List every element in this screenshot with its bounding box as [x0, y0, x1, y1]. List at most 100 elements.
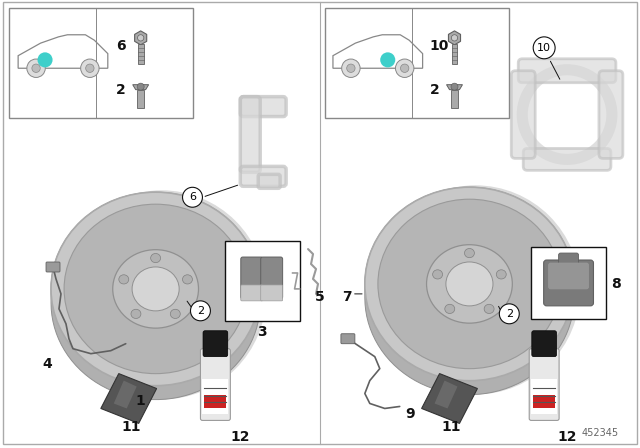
- FancyBboxPatch shape: [533, 395, 555, 408]
- Text: 10: 10: [429, 39, 449, 53]
- Circle shape: [401, 64, 409, 73]
- Ellipse shape: [426, 245, 513, 323]
- Ellipse shape: [433, 270, 443, 279]
- Ellipse shape: [484, 304, 494, 314]
- FancyBboxPatch shape: [532, 331, 557, 357]
- Ellipse shape: [371, 185, 580, 395]
- Ellipse shape: [150, 254, 161, 263]
- Ellipse shape: [113, 250, 198, 328]
- FancyBboxPatch shape: [225, 241, 300, 321]
- FancyBboxPatch shape: [511, 71, 535, 159]
- Text: 9: 9: [406, 407, 415, 422]
- Ellipse shape: [445, 304, 455, 314]
- Polygon shape: [435, 380, 458, 409]
- Circle shape: [182, 187, 202, 207]
- Polygon shape: [333, 35, 422, 68]
- Polygon shape: [132, 85, 148, 90]
- FancyBboxPatch shape: [260, 257, 283, 299]
- FancyBboxPatch shape: [543, 260, 593, 306]
- FancyBboxPatch shape: [524, 148, 611, 170]
- FancyBboxPatch shape: [240, 97, 286, 116]
- FancyBboxPatch shape: [241, 257, 262, 299]
- Text: 11: 11: [442, 420, 461, 435]
- FancyBboxPatch shape: [531, 379, 557, 414]
- Text: 4: 4: [42, 357, 52, 370]
- Text: 12: 12: [230, 431, 250, 444]
- Circle shape: [342, 59, 360, 78]
- FancyBboxPatch shape: [260, 285, 283, 301]
- Ellipse shape: [496, 270, 506, 279]
- FancyBboxPatch shape: [200, 349, 230, 420]
- Circle shape: [27, 59, 45, 78]
- FancyBboxPatch shape: [599, 71, 623, 159]
- Circle shape: [191, 301, 211, 321]
- Circle shape: [396, 59, 414, 78]
- FancyBboxPatch shape: [46, 262, 60, 272]
- Circle shape: [499, 304, 519, 324]
- Polygon shape: [51, 192, 260, 400]
- Ellipse shape: [131, 309, 141, 319]
- FancyBboxPatch shape: [9, 8, 193, 117]
- FancyBboxPatch shape: [341, 334, 355, 344]
- Text: 12: 12: [557, 431, 577, 444]
- FancyBboxPatch shape: [137, 90, 144, 108]
- FancyBboxPatch shape: [325, 8, 509, 117]
- Polygon shape: [114, 380, 137, 409]
- Circle shape: [347, 64, 355, 73]
- Text: 10: 10: [537, 43, 551, 53]
- Ellipse shape: [378, 199, 561, 369]
- Text: 6: 6: [189, 192, 196, 202]
- FancyBboxPatch shape: [518, 59, 616, 83]
- Ellipse shape: [64, 204, 247, 374]
- Polygon shape: [18, 35, 108, 68]
- Polygon shape: [101, 374, 157, 423]
- Ellipse shape: [365, 187, 574, 381]
- Polygon shape: [447, 85, 463, 90]
- Circle shape: [137, 83, 144, 90]
- Text: 11: 11: [121, 420, 140, 435]
- Circle shape: [86, 64, 94, 73]
- Circle shape: [451, 34, 458, 41]
- Polygon shape: [134, 31, 147, 45]
- Ellipse shape: [446, 262, 493, 306]
- Ellipse shape: [51, 192, 260, 386]
- Text: 1: 1: [136, 393, 145, 408]
- Circle shape: [138, 34, 144, 41]
- FancyBboxPatch shape: [258, 174, 280, 188]
- Circle shape: [32, 64, 40, 73]
- Ellipse shape: [170, 309, 180, 319]
- Polygon shape: [365, 187, 574, 395]
- FancyBboxPatch shape: [559, 253, 579, 269]
- Circle shape: [81, 59, 99, 78]
- FancyBboxPatch shape: [548, 263, 589, 289]
- FancyBboxPatch shape: [529, 349, 559, 420]
- FancyBboxPatch shape: [240, 166, 286, 186]
- FancyBboxPatch shape: [240, 97, 260, 172]
- Ellipse shape: [465, 249, 474, 258]
- Text: 452345: 452345: [582, 428, 619, 438]
- Circle shape: [380, 52, 396, 67]
- FancyBboxPatch shape: [241, 285, 262, 301]
- FancyBboxPatch shape: [203, 331, 228, 357]
- Ellipse shape: [182, 275, 193, 284]
- Circle shape: [38, 52, 52, 67]
- Text: 2: 2: [429, 83, 439, 97]
- Text: 2: 2: [506, 309, 513, 319]
- FancyBboxPatch shape: [3, 2, 637, 444]
- Text: 5: 5: [315, 290, 324, 304]
- Ellipse shape: [132, 267, 179, 311]
- FancyBboxPatch shape: [204, 395, 227, 408]
- Ellipse shape: [119, 275, 129, 284]
- FancyBboxPatch shape: [202, 379, 228, 414]
- Text: 7: 7: [342, 290, 351, 304]
- FancyBboxPatch shape: [451, 44, 458, 64]
- Text: 2: 2: [116, 83, 125, 97]
- FancyBboxPatch shape: [138, 44, 143, 64]
- FancyBboxPatch shape: [451, 90, 458, 108]
- Circle shape: [451, 83, 458, 90]
- Text: 2: 2: [197, 306, 204, 316]
- Text: 3: 3: [257, 325, 267, 339]
- Ellipse shape: [57, 190, 266, 400]
- Circle shape: [533, 37, 555, 59]
- Polygon shape: [422, 374, 477, 423]
